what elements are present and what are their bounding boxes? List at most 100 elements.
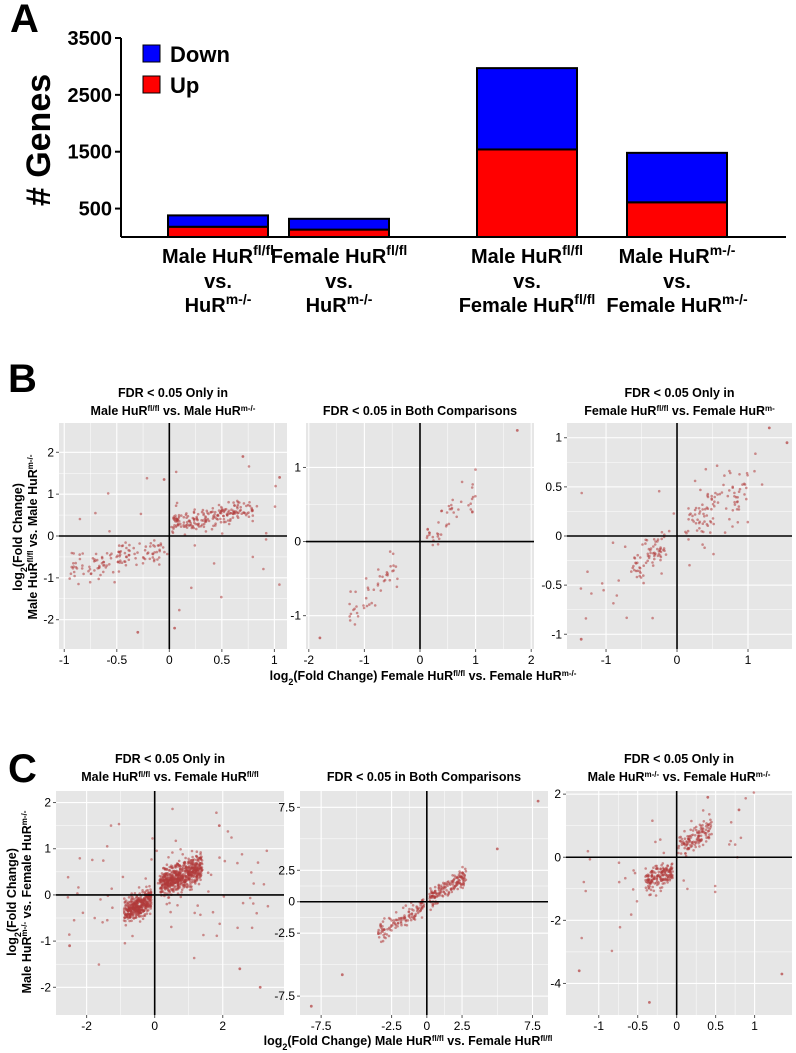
- scatter-point: [736, 521, 740, 524]
- scatter-y-tick-label: -0.5: [541, 578, 562, 592]
- scatter-point: [433, 889, 437, 893]
- scatter-point: [579, 637, 583, 641]
- scatter-y-tick-label: -2: [550, 913, 561, 927]
- scatter-point: [668, 870, 671, 873]
- scatter-point: [99, 573, 102, 577]
- scatter-point: [236, 926, 239, 930]
- scatter-point: [701, 522, 705, 525]
- scatter-point: [687, 835, 691, 838]
- scatter-point: [222, 510, 226, 514]
- scatter-point: [657, 870, 660, 874]
- scatter-y-tick-label: 2: [44, 796, 51, 810]
- scatter-point: [451, 882, 454, 886]
- scatter-point: [742, 482, 746, 486]
- panel-b-x-label: log2(Fold Change) Female HuRfl/fl vs. Fe…: [270, 669, 577, 688]
- scatter-point: [166, 886, 169, 890]
- scatter-y-tick-label: 0: [288, 895, 295, 909]
- scatter-point: [693, 826, 696, 830]
- scatter-point: [77, 582, 80, 586]
- scatter-point: [245, 504, 248, 508]
- scatter-point: [220, 595, 223, 599]
- scatter-point: [703, 520, 706, 523]
- scatter-point: [194, 866, 197, 869]
- scatter-point: [227, 522, 231, 526]
- scatter-point: [452, 511, 456, 514]
- scatter-point: [220, 509, 224, 512]
- scatter-point: [651, 561, 654, 564]
- scatter-point: [582, 880, 586, 884]
- scatter-point: [400, 923, 403, 927]
- scatter-x-tick-label: -2.5: [381, 1019, 402, 1033]
- scatter-point: [165, 902, 169, 906]
- scatter-point: [211, 507, 215, 510]
- scatter-point: [386, 928, 389, 931]
- scatter-point: [693, 508, 697, 512]
- scatter-point: [190, 888, 193, 891]
- scatter-point: [451, 874, 454, 877]
- scatter-point: [147, 891, 151, 894]
- scatter-point: [136, 630, 140, 634]
- scatter-point: [440, 888, 443, 892]
- scatter-point: [716, 501, 720, 504]
- scatter-point: [159, 542, 163, 545]
- scatter-point: [654, 894, 658, 897]
- scatter-point: [437, 533, 440, 536]
- scatter-point: [185, 869, 188, 873]
- scatter-point: [697, 834, 701, 838]
- scatter-point: [691, 833, 695, 837]
- bar-up: [476, 148, 578, 238]
- scatter-point: [471, 495, 475, 499]
- scatter-point: [370, 601, 374, 605]
- scatter-point: [691, 518, 694, 522]
- scatter-y-tick-label: 1: [294, 460, 301, 474]
- scatter-point: [174, 839, 178, 843]
- scatter-x-tick-label: -1: [593, 1019, 604, 1033]
- scatter-x-tick-label: -1: [359, 653, 370, 667]
- scatter-point: [199, 869, 203, 873]
- scatter-point: [714, 491, 717, 495]
- scatter-point: [195, 517, 199, 521]
- scatter-point: [698, 527, 701, 530]
- scatter-point: [352, 608, 355, 612]
- scatter-point: [176, 522, 180, 526]
- legend-label-down: Down: [170, 42, 230, 67]
- scatter-point: [187, 864, 191, 868]
- scatter-point: [104, 566, 108, 569]
- scatter-point: [684, 852, 687, 855]
- scatter-point: [642, 574, 645, 577]
- scatter-title-line2: Male HuRfl/fl vs. Female HuRfl/fl: [81, 770, 259, 785]
- scatter-point: [376, 584, 380, 587]
- scatter-point: [264, 538, 268, 541]
- scatter-point: [141, 890, 144, 894]
- scatter-point: [131, 903, 135, 906]
- scatter-plot-background: [300, 791, 548, 1015]
- scatter-point: [702, 512, 705, 516]
- scatter-point: [733, 843, 737, 846]
- scatter-point: [132, 905, 135, 909]
- scatter-point: [264, 531, 268, 535]
- scatter-y-tick-label: 2.5: [278, 863, 295, 877]
- scatter-point: [227, 512, 231, 515]
- scatter-point: [387, 934, 391, 938]
- scatter-y-tick-label: 1: [555, 431, 562, 445]
- scatter-point: [388, 928, 392, 931]
- bar-down: [476, 67, 578, 151]
- scatter-point: [687, 518, 690, 521]
- scatter-point: [632, 564, 635, 568]
- scatter-point: [735, 508, 739, 511]
- scatter-point: [211, 910, 215, 914]
- scatter-point: [677, 846, 680, 850]
- scatter-point: [652, 870, 655, 874]
- scatter-point: [149, 542, 153, 545]
- scatter-point: [711, 517, 715, 520]
- scatter-point: [677, 851, 680, 855]
- scatter-point: [215, 934, 219, 938]
- scatter-point: [701, 508, 704, 511]
- scatter-tick-labels: -7.5 -2.5 0 2.5 7.5 -7.5 -2.5 0 2.5 7.5: [274, 800, 541, 1033]
- scatter-point: [81, 911, 85, 915]
- scatter-point: [348, 602, 351, 606]
- scatter-point: [434, 892, 438, 895]
- scatter-point: [615, 594, 619, 597]
- scatter-point: [453, 874, 456, 877]
- scatter-point: [690, 840, 694, 844]
